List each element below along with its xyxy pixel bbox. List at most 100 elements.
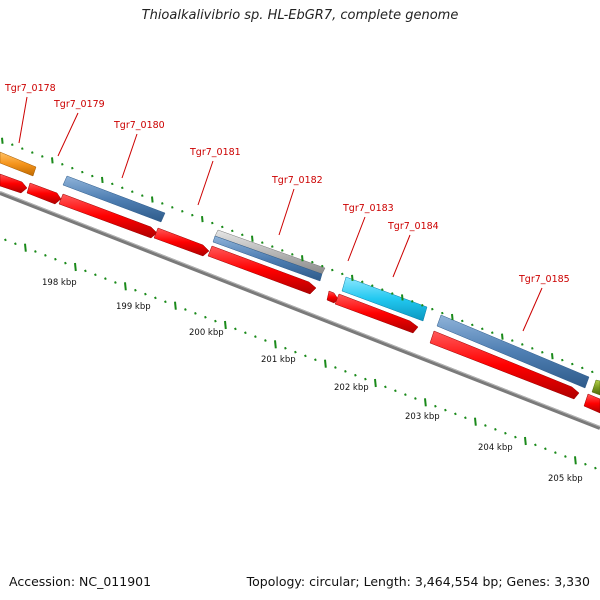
scale-minor-tick [54, 257, 57, 261]
scale-minor-tick [414, 397, 417, 400]
major-tick [201, 216, 204, 223]
scale-major-tick [474, 417, 477, 426]
scale-label-track: 198 kbp 199 kbp 200 kbp 201 kbp 202 kbp 203 k… [42, 278, 583, 484]
minor-tick [531, 347, 534, 350]
scale-label: 204 kbp [478, 443, 513, 453]
gene-label[interactable]: Tgr7_0182 [271, 175, 323, 186]
minor-tick [281, 249, 284, 252]
minor-tick [211, 221, 214, 225]
major-tick [1, 137, 4, 144]
minor-tick [371, 284, 374, 287]
minor-tick [521, 343, 524, 346]
gene-label[interactable]: Tgr7_0184 [387, 221, 439, 232]
scale-label: 202 kbp [334, 383, 369, 393]
forward-strand-features [0, 151, 600, 396]
minor-tick [11, 143, 14, 146]
cds-arrow[interactable] [153, 227, 210, 257]
minor-tick [61, 162, 64, 166]
gene-feature-tgr7-0182-blue[interactable] [212, 235, 323, 282]
gene-label-leader [197, 160, 214, 206]
gene-label[interactable]: Tgr7_0178 [4, 83, 56, 94]
major-tick [551, 353, 554, 360]
scale-major-tick [124, 282, 127, 291]
scale-minor-tick [234, 327, 237, 331]
scale-minor-tick [514, 435, 517, 439]
scale-minor-tick [484, 424, 487, 427]
scale-minor-tick [4, 238, 7, 242]
minor-tick [361, 280, 364, 284]
gene-label-leader [392, 234, 411, 278]
gene-label[interactable]: Tgr7_0183 [342, 203, 394, 214]
minor-tick [441, 311, 444, 315]
minor-tick [491, 331, 494, 334]
minor-tick [121, 186, 124, 190]
scale-label: 199 kbp [116, 302, 151, 312]
scale-minor-tick [114, 281, 117, 284]
minor-tick [431, 307, 434, 311]
minor-tick [381, 288, 384, 291]
gene-label-track: Tgr7_0178 Tgr7_0179 Tgr7_0180 Tgr7_0181 Tgr7… [4, 83, 570, 332]
scale-major-tick [224, 320, 227, 330]
scale-minor-tick [364, 377, 367, 381]
minor-tick [571, 362, 574, 366]
cds-arrow[interactable] [0, 173, 28, 194]
cds-arrow[interactable] [583, 393, 600, 414]
genome-info-label: Topology: circular; Length: 3,464,554 bp… [246, 574, 590, 589]
scale-minor-tick [184, 308, 187, 311]
minor-tick [331, 268, 334, 272]
gene-feature-olive[interactable] [591, 379, 600, 396]
minor-tick [411, 300, 414, 303]
cds-arrow[interactable] [26, 182, 62, 205]
cds-arrow[interactable] [58, 193, 158, 239]
scale-label: 201 kbp [261, 355, 296, 365]
minor-tick [141, 194, 144, 197]
gene-feature-tgr7-0184[interactable] [341, 276, 428, 322]
scale-minor-tick [144, 292, 147, 296]
cds-arrow[interactable] [207, 245, 317, 295]
minor-tick [591, 370, 594, 374]
scale-minor-tick [64, 261, 67, 265]
scale-major-tick [274, 340, 277, 349]
gene-feature-orange[interactable] [0, 151, 37, 177]
minor-tick [391, 292, 394, 295]
scale-minor-tick [34, 250, 37, 253]
scale-tick-track [4, 238, 597, 470]
scale-minor-tick [554, 451, 557, 454]
scale-major-tick [524, 436, 527, 446]
scale-minor-tick [304, 354, 307, 358]
scale-label: 205 kbp [548, 474, 583, 484]
major-tick [401, 294, 404, 301]
scale-minor-tick [154, 296, 157, 300]
minor-tick [231, 229, 234, 233]
scale-minor-tick [354, 373, 357, 377]
minor-tick [341, 272, 344, 276]
minor-tick [111, 182, 114, 186]
scale-minor-tick [134, 288, 137, 292]
scale-minor-tick [164, 300, 167, 304]
gene-label[interactable]: Tgr7_0181 [189, 147, 241, 158]
minor-tick [71, 166, 74, 170]
scale-minor-tick [244, 331, 247, 335]
scale-minor-tick [444, 408, 447, 412]
gene-label-leader [278, 188, 295, 236]
minor-tick [31, 151, 34, 154]
scale-minor-tick [534, 443, 537, 447]
gene-label[interactable]: Tgr7_0179 [53, 99, 105, 110]
gene-feature-tgr7-0180[interactable] [62, 175, 166, 223]
major-tick [151, 196, 154, 203]
gene-label-leader [18, 96, 28, 144]
minor-tick [161, 202, 164, 205]
major-tick [351, 274, 354, 281]
cds-arrow[interactable] [429, 330, 580, 400]
gene-label[interactable]: Tgr7_0180 [113, 120, 165, 131]
scale-minor-tick [334, 366, 337, 369]
map-title: Thioalkalivibrio sp. HL-EbGR7, complete … [141, 8, 459, 23]
scale-minor-tick [594, 466, 597, 470]
cds-arrow[interactable] [334, 293, 419, 334]
gene-feature-tgr7-0185[interactable] [436, 314, 590, 389]
cds-strand-features [0, 173, 600, 414]
minor-tick [181, 209, 184, 213]
gene-label[interactable]: Tgr7_0185 [518, 274, 570, 285]
minor-tick [421, 303, 424, 307]
major-tick [251, 235, 254, 242]
